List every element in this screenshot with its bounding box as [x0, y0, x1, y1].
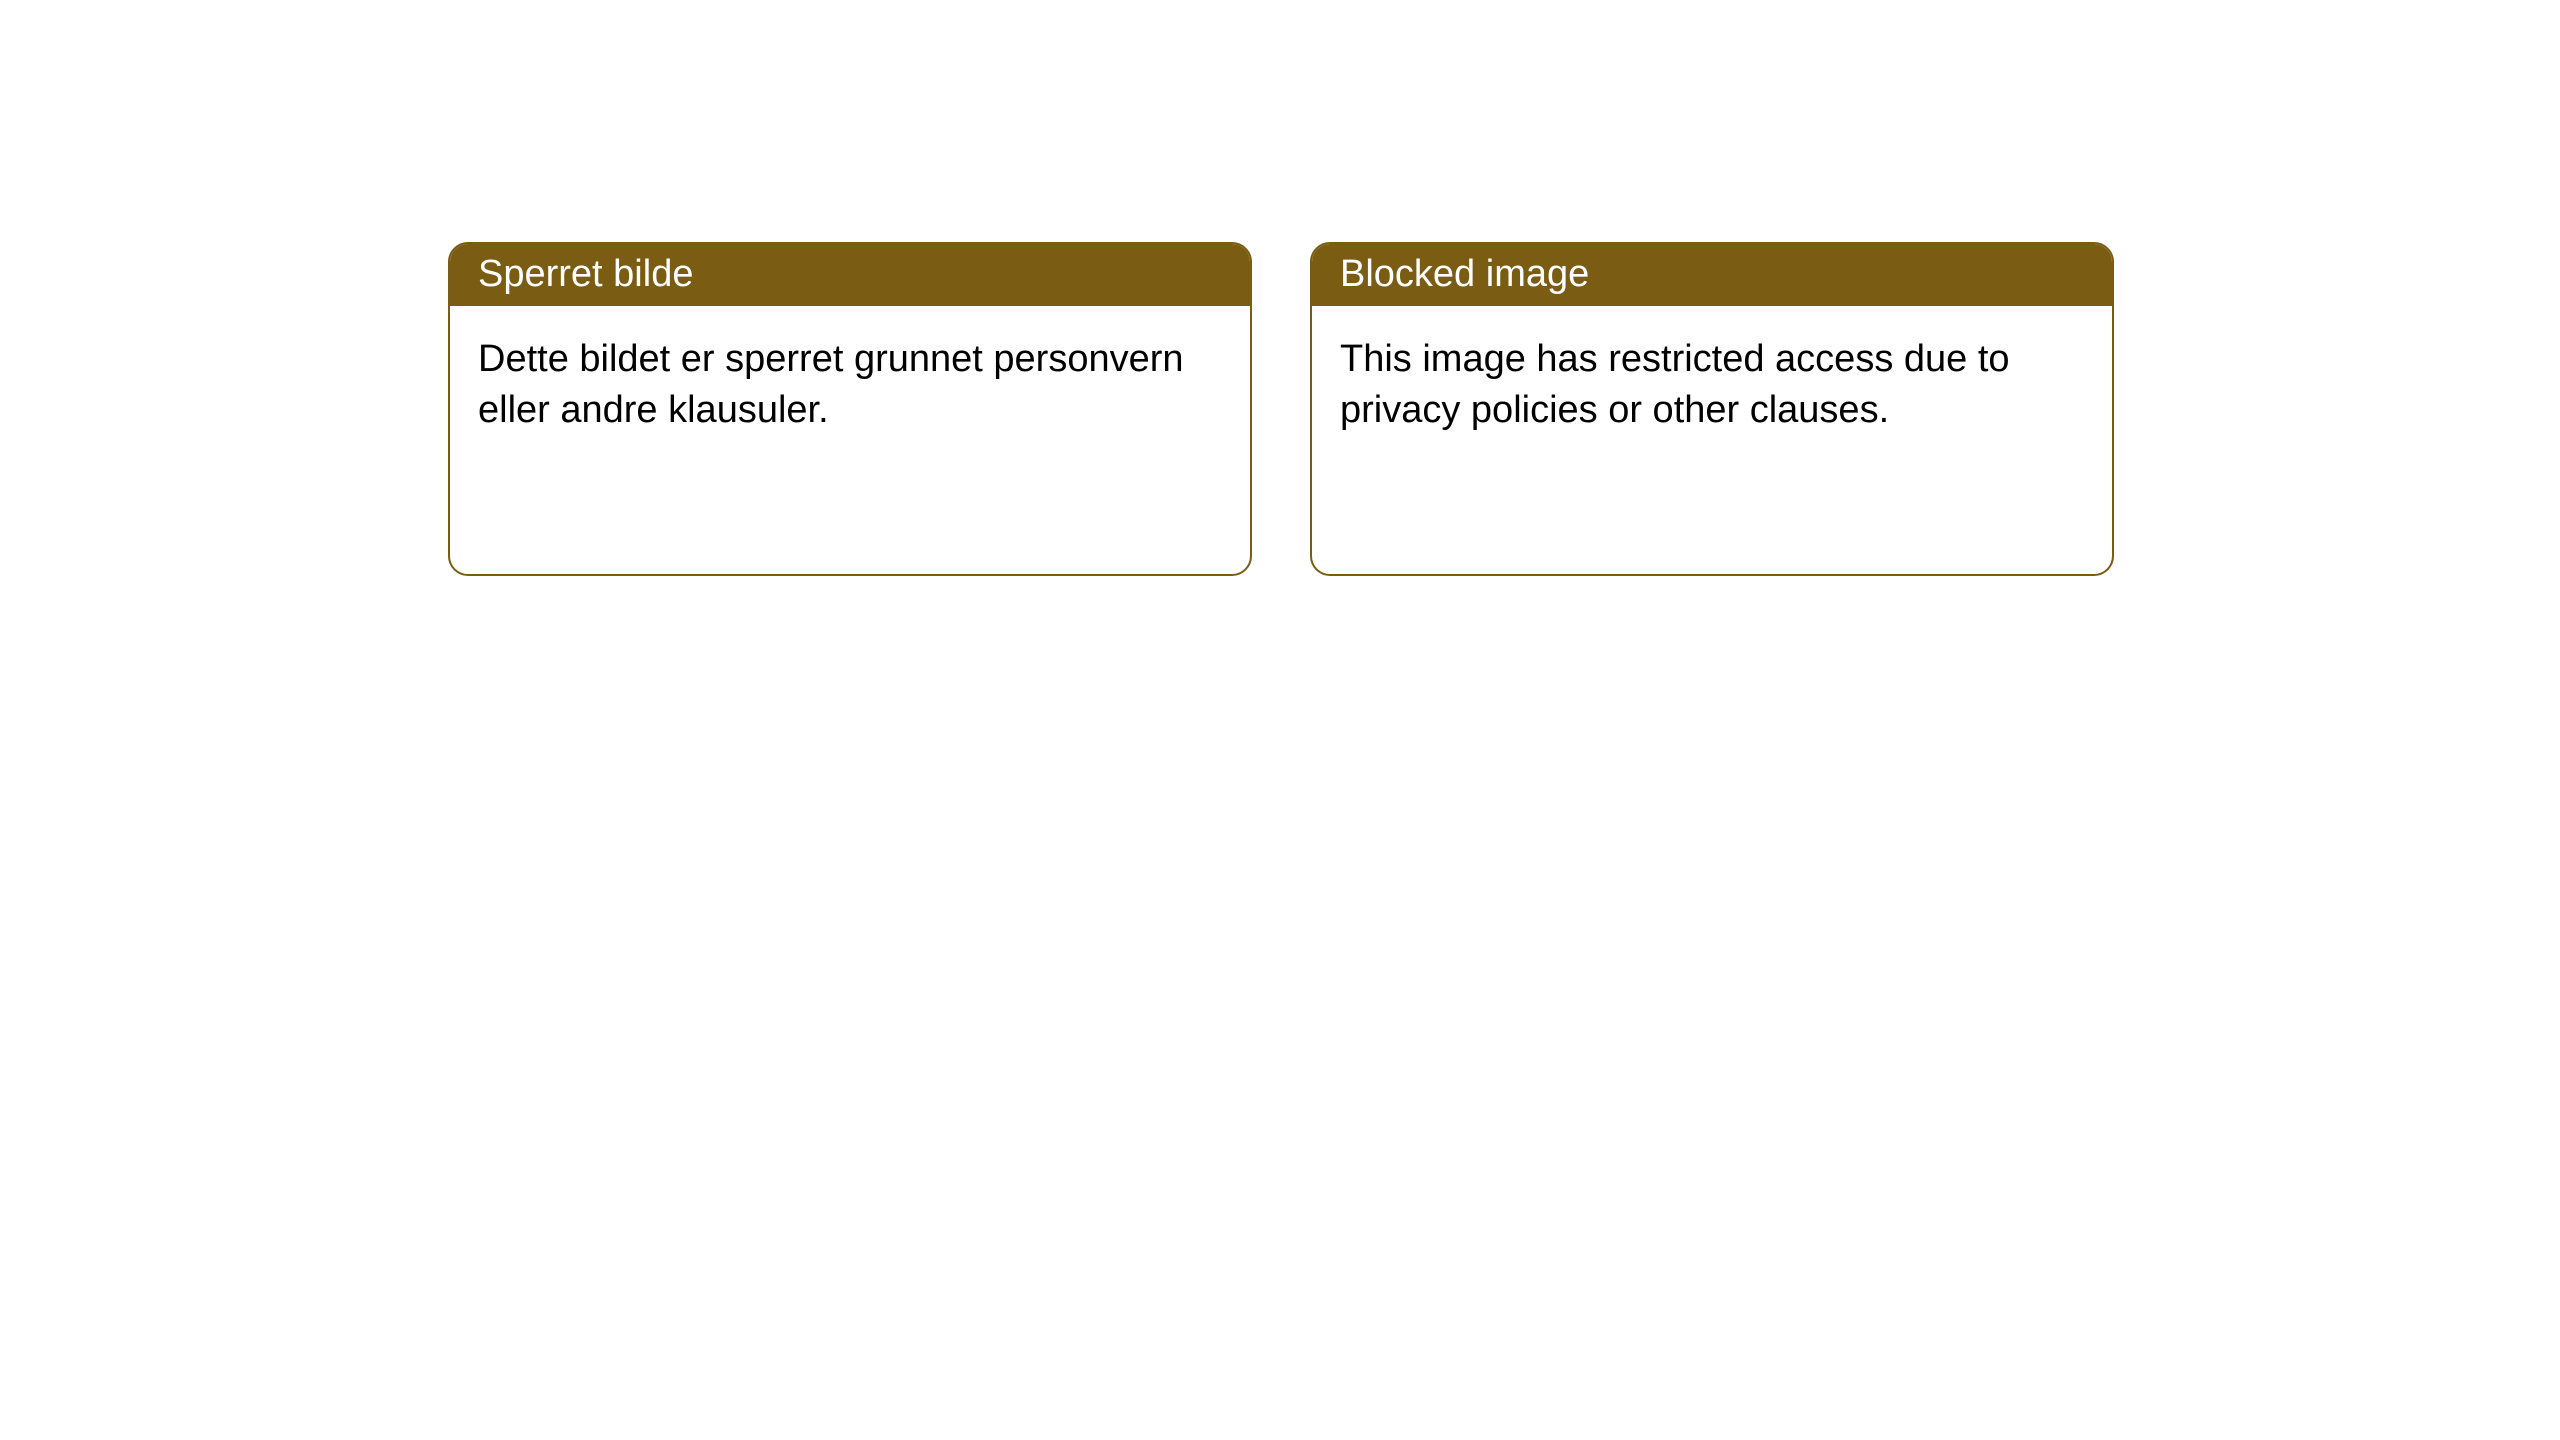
notice-header: Sperret bilde	[450, 244, 1250, 306]
notice-card-english: Blocked image This image has restricted …	[1310, 242, 2114, 576]
notice-card-norwegian: Sperret bilde Dette bildet er sperret gr…	[448, 242, 1252, 576]
notice-title: Blocked image	[1340, 253, 1589, 295]
notice-container: Sperret bilde Dette bildet er sperret gr…	[0, 0, 2560, 576]
notice-body: Dette bildet er sperret grunnet personve…	[450, 306, 1250, 465]
notice-body-text: This image has restricted access due to …	[1340, 338, 2010, 431]
notice-body-text: Dette bildet er sperret grunnet personve…	[478, 338, 1184, 431]
notice-title: Sperret bilde	[478, 253, 693, 295]
notice-header: Blocked image	[1312, 244, 2112, 306]
notice-body: This image has restricted access due to …	[1312, 306, 2112, 465]
